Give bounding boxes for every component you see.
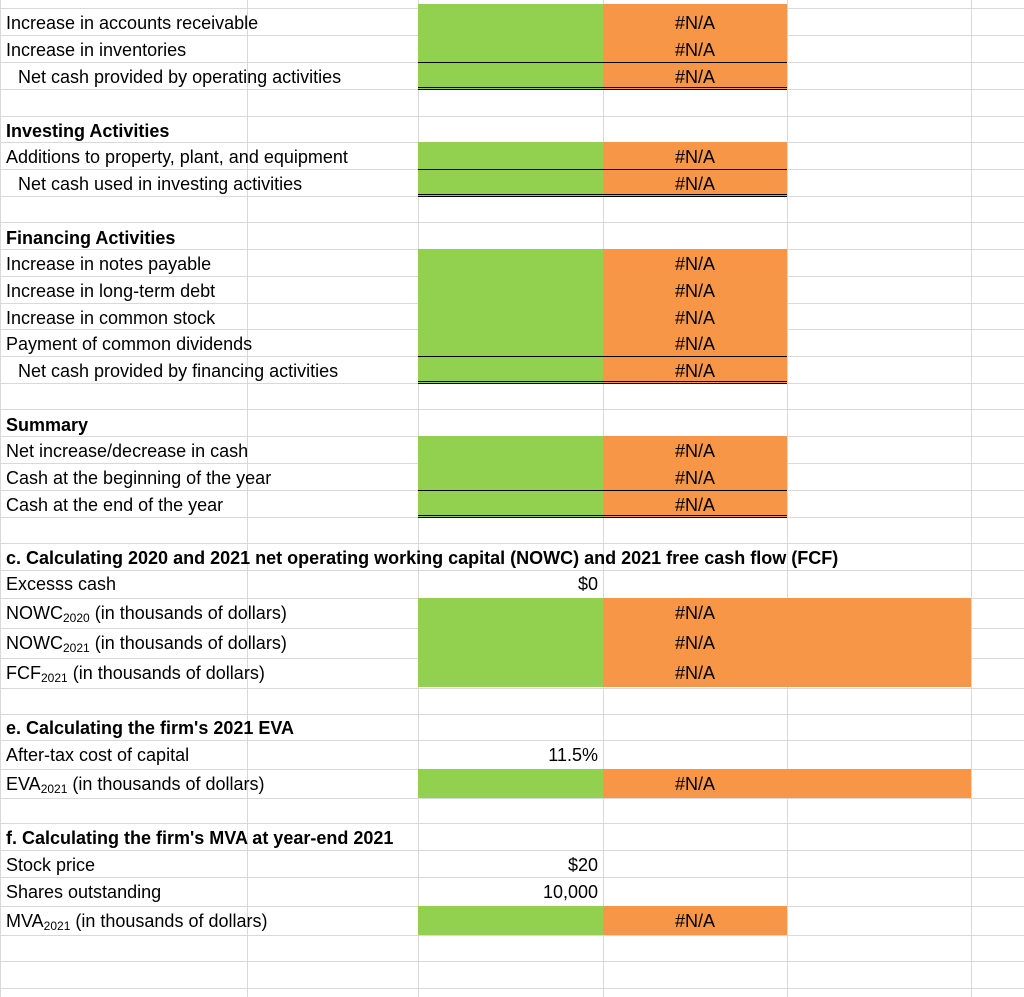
label-dividends: Payment of common dividends (6, 334, 253, 354)
na-value: #N/A (674, 13, 716, 33)
gridline (0, 961, 1024, 962)
gridline (0, 850, 1024, 851)
value-excess-cash[interactable]: $0 (577, 574, 598, 594)
cell-border (418, 87, 787, 88)
gridline (0, 0, 1, 997)
label-increase-inventories: Increase in inventories (6, 40, 187, 60)
output-cell-orange[interactable] (603, 249, 787, 383)
gridline (0, 116, 1024, 117)
gridline (0, 935, 1024, 936)
value-stock-price[interactable]: $20 (567, 855, 598, 875)
output-cell-orange[interactable] (603, 769, 971, 798)
label-net-cash-investing: Net cash used in investing activities (18, 174, 303, 194)
section-f-header: f. Calculating the firm's MVA at year-en… (6, 828, 394, 848)
label-cash-end: Cash at the end of the year (6, 495, 224, 515)
gridline (971, 0, 972, 997)
na-value: #N/A (674, 663, 716, 683)
gridline (0, 714, 1024, 715)
label-excess-cash: Excesss cash (6, 574, 117, 594)
label-nowc2021: NOWC2021 (in thousands of dollars) (6, 633, 287, 655)
output-cell-orange[interactable] (603, 436, 787, 517)
na-value: #N/A (674, 67, 716, 87)
gridline (0, 988, 1024, 989)
gridline (0, 222, 1024, 223)
label-shares-outstanding: Shares outstanding (6, 882, 162, 902)
label-notes-payable: Increase in notes payable (6, 254, 212, 274)
label-cost-of-capital: After-tax cost of capital (6, 745, 190, 765)
investing-header: Investing Activities (6, 121, 170, 141)
cell-border (418, 490, 787, 491)
na-value: #N/A (674, 308, 716, 328)
gridline (0, 409, 1024, 410)
na-value: #N/A (674, 495, 716, 515)
cell-border (418, 89, 787, 90)
label-long-term-debt: Increase in long-term debt (6, 281, 216, 301)
label-net-cash-operating: Net cash provided by operating activitie… (18, 67, 342, 87)
na-value: #N/A (674, 281, 716, 301)
label-increase-ar: Increase in accounts receivable (6, 13, 259, 33)
output-cell-orange[interactable] (603, 906, 787, 935)
gridline (0, 877, 1024, 878)
input-cell-green[interactable] (418, 906, 603, 935)
na-value: #N/A (674, 40, 716, 60)
label-stock-price: Stock price (6, 855, 96, 875)
section-c-header: c. Calculating 2020 and 2021 net operati… (6, 548, 839, 568)
output-cell-orange[interactable] (603, 4, 787, 89)
input-cell-green[interactable] (418, 436, 603, 517)
label-net-change-cash: Net increase/decrease in cash (6, 441, 249, 461)
na-value: #N/A (674, 468, 716, 488)
cell-border (418, 169, 787, 170)
gridline (0, 823, 1024, 824)
input-cell-green[interactable] (418, 249, 603, 383)
na-value: #N/A (674, 441, 716, 461)
na-value: #N/A (674, 254, 716, 274)
gridline (0, 740, 1024, 741)
cell-border (418, 515, 787, 516)
label-additions-ppe: Additions to property, plant, and equipm… (6, 147, 348, 167)
na-value: #N/A (674, 147, 716, 167)
label-common-stock: Increase in common stock (6, 308, 216, 328)
input-cell-green[interactable] (418, 769, 603, 798)
input-cell-green[interactable] (418, 4, 603, 89)
label-cash-begin: Cash at the beginning of the year (6, 468, 272, 488)
label-fcf2021: FCF2021 (in thousands of dollars) (6, 663, 265, 685)
value-shares-outstanding[interactable]: 10,000 (542, 882, 598, 902)
gridline (0, 688, 1024, 689)
financing-header: Financing Activities (6, 228, 176, 248)
summary-header: Summary (6, 415, 89, 435)
na-value: #N/A (674, 603, 716, 623)
output-cell-orange[interactable] (603, 598, 971, 687)
cell-border (418, 517, 787, 518)
na-value: #N/A (674, 633, 716, 653)
na-value: #N/A (674, 174, 716, 194)
input-cell-green[interactable] (418, 598, 603, 687)
gridline (0, 798, 1024, 799)
cell-border (418, 196, 787, 197)
gridline (787, 0, 788, 997)
value-cost-of-capital[interactable]: 11.5% (548, 745, 598, 765)
label-nowc2020: NOWC2020 (in thousands of dollars) (6, 603, 287, 625)
gridline (0, 570, 1024, 571)
na-value: #N/A (674, 774, 716, 794)
cell-border (418, 356, 787, 357)
na-value: #N/A (674, 334, 716, 354)
gridline (0, 543, 1024, 544)
label-eva2021: EVA2021 (in thousands of dollars) (6, 774, 265, 796)
section-e-header: e. Calculating the firm's 2021 EVA (6, 718, 295, 738)
gridline (247, 0, 248, 997)
cell-border (418, 383, 787, 384)
cell-border (418, 62, 787, 63)
cell-border (418, 194, 787, 195)
na-value: #N/A (674, 911, 716, 931)
label-mva2021: MVA2021 (in thousands of dollars) (6, 911, 268, 933)
label-net-cash-financing: Net cash provided by financing activitie… (18, 361, 339, 381)
cell-border (418, 381, 787, 382)
na-value: #N/A (674, 361, 716, 381)
